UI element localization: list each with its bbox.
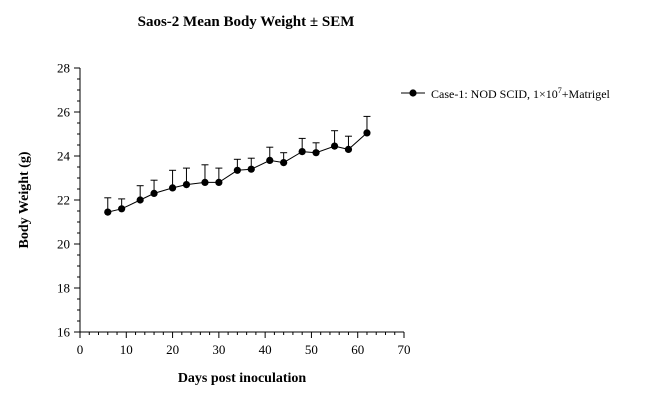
data-point [150, 189, 158, 197]
data-point [363, 129, 371, 137]
y-tick-label: 26 [57, 105, 71, 120]
legend-label-prefix: Case-1: NOD SCID, 1×10 [431, 87, 558, 101]
x-tick-label: 30 [212, 342, 225, 357]
plot-area [104, 115, 371, 216]
y-tick-label: 28 [57, 61, 70, 76]
data-point [298, 148, 306, 156]
x-tick-label: 70 [398, 342, 411, 357]
data-point [280, 159, 288, 167]
data-point [201, 178, 209, 186]
data-point [233, 166, 241, 174]
x-tick-label: 0 [77, 342, 84, 357]
data-point [312, 149, 320, 157]
data-point [344, 145, 353, 153]
data-point [136, 196, 144, 204]
x-axis-label: Days post inoculation [178, 371, 307, 386]
data-point [215, 178, 223, 186]
data-point [266, 156, 274, 164]
data-point [104, 208, 112, 216]
legend-marker [409, 89, 417, 97]
y-tick-label: 18 [57, 281, 70, 296]
x-tick-label: 60 [351, 342, 364, 357]
y-axis-label: Body Weight (g) [17, 151, 32, 248]
legend-label-exponent: 7 [558, 86, 562, 95]
x-tick-label: 20 [166, 342, 179, 357]
chart-title: Saos-2 Mean Body Weight ± SEM [138, 14, 355, 30]
x-axis-ticks: 0 10 20 30 40 50 60 70 [77, 332, 411, 357]
data-point [118, 205, 126, 213]
data-point [182, 181, 191, 189]
y-tick-label: 24 [57, 149, 71, 164]
data-point [330, 142, 339, 150]
legend: Case-1: NOD SCID, 1×107+Matrigel [401, 86, 611, 101]
x-tick-label: 40 [259, 342, 272, 357]
x-tick-label: 10 [120, 342, 133, 357]
data-point [168, 184, 177, 192]
y-axis-ticks: 16 18 20 22 24 26 28 [57, 61, 80, 340]
y-tick-label: 16 [57, 325, 71, 340]
y-tick-label: 20 [57, 237, 70, 252]
y-tick-label: 22 [57, 193, 70, 208]
legend-label-suffix: +Matrigel [562, 87, 611, 101]
legend-label: Case-1: NOD SCID, 1×107+Matrigel [431, 86, 611, 101]
x-tick-label: 50 [305, 342, 318, 357]
data-point [247, 165, 255, 173]
